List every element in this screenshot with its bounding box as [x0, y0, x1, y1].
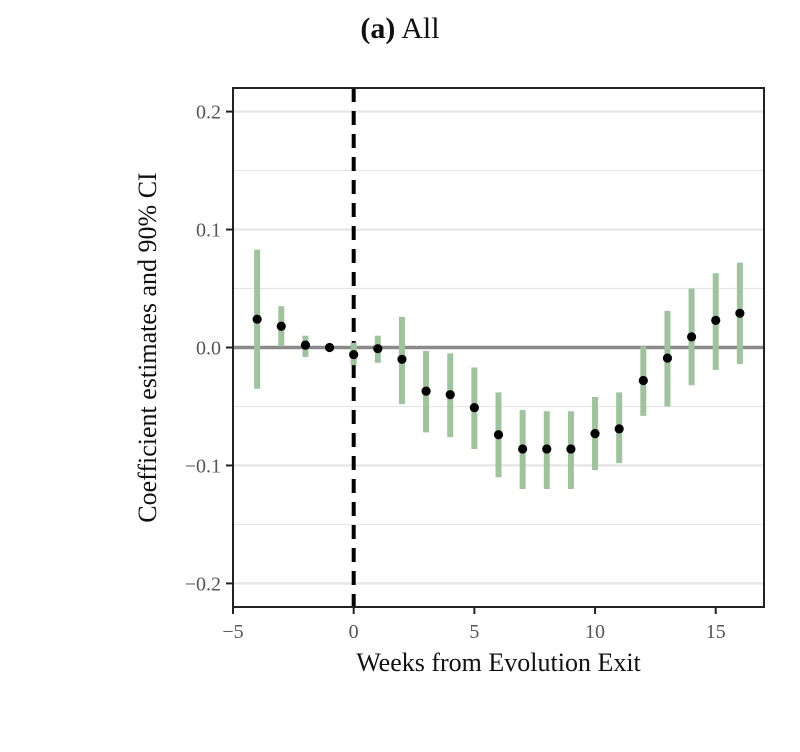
y-tick-label: 0.1 — [196, 220, 221, 242]
reference-lines — [233, 88, 764, 607]
x-tick-label: 5 — [469, 621, 479, 643]
point-estimate — [711, 315, 721, 325]
point-estimate — [614, 424, 624, 434]
point-estimate — [373, 344, 383, 354]
y-axis-label: Coefficient estimates and 90% CI — [133, 172, 162, 522]
point-estimate — [735, 308, 745, 318]
point-estimate — [686, 332, 697, 342]
y-tick-label: −0.2 — [185, 573, 221, 595]
point-estimate — [518, 444, 528, 454]
x-tick-label: 15 — [706, 621, 726, 643]
point-estimate — [493, 430, 504, 440]
point-estimate — [324, 342, 335, 353]
point-estimate — [445, 390, 455, 400]
chart-title-prefix: (a) — [360, 12, 396, 45]
point-estimate — [252, 314, 262, 324]
point-estimate — [421, 386, 431, 396]
point-estimate — [300, 340, 311, 350]
y-tick-label: 0.0 — [196, 338, 221, 360]
x-tick-label: 0 — [349, 621, 359, 643]
point-estimate — [662, 353, 673, 363]
chart-title-text: All — [401, 12, 440, 45]
x-axis: −5 0 5 10 15 — [222, 607, 726, 643]
point-estimates — [252, 308, 745, 454]
point-estimate — [542, 444, 552, 454]
point-estimate — [276, 321, 286, 331]
x-axis-label: Weeks from Evolution Exit — [356, 648, 641, 677]
confidence-intervals — [254, 249, 743, 490]
point-estimate — [566, 444, 576, 454]
point-estimate — [349, 349, 359, 360]
point-estimate — [397, 354, 407, 364]
y-tick-label: −0.1 — [185, 455, 221, 477]
chart-title: (a) All — [0, 12, 800, 46]
point-estimate — [638, 375, 648, 386]
point-estimate — [590, 429, 600, 439]
x-tick-label: −5 — [222, 621, 243, 643]
y-axis: 0.2 0.1 0.0 −0.1 −0.2 — [185, 102, 233, 595]
point-estimate — [469, 403, 479, 413]
y-tick-label: 0.2 — [196, 102, 221, 124]
x-tick-label: 10 — [585, 621, 605, 643]
